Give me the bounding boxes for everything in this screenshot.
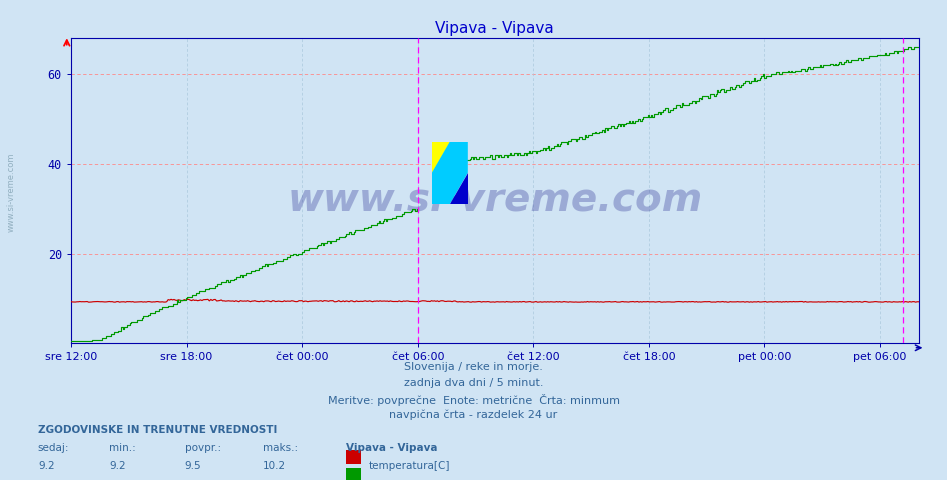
Text: Slovenija / reke in morje.: Slovenija / reke in morje. xyxy=(404,362,543,372)
Text: zadnja dva dni / 5 minut.: zadnja dva dni / 5 minut. xyxy=(403,378,544,388)
Text: Vipava - Vipava: Vipava - Vipava xyxy=(346,443,438,453)
Polygon shape xyxy=(432,142,450,173)
Text: www.si-vreme.com: www.si-vreme.com xyxy=(287,181,703,219)
Text: maks.:: maks.: xyxy=(263,443,298,453)
Text: 9.5: 9.5 xyxy=(185,461,202,471)
Polygon shape xyxy=(432,142,468,204)
Text: navpična črta - razdelek 24 ur: navpična črta - razdelek 24 ur xyxy=(389,410,558,420)
Text: temperatura[C]: temperatura[C] xyxy=(368,461,450,471)
Text: sedaj:: sedaj: xyxy=(38,443,69,453)
Text: ZGODOVINSKE IN TRENUTNE VREDNOSTI: ZGODOVINSKE IN TRENUTNE VREDNOSTI xyxy=(38,425,277,435)
Text: povpr.:: povpr.: xyxy=(185,443,221,453)
Text: Meritve: povprečne  Enote: metrične  Črta: minmum: Meritve: povprečne Enote: metrične Črta:… xyxy=(328,394,619,406)
Text: 9.2: 9.2 xyxy=(38,461,55,471)
Polygon shape xyxy=(450,173,468,204)
Text: min.:: min.: xyxy=(109,443,135,453)
Text: 9.2: 9.2 xyxy=(109,461,126,471)
Text: www.si-vreme.com: www.si-vreme.com xyxy=(7,152,16,232)
Text: 10.2: 10.2 xyxy=(263,461,286,471)
Title: Vipava - Vipava: Vipava - Vipava xyxy=(436,21,554,36)
